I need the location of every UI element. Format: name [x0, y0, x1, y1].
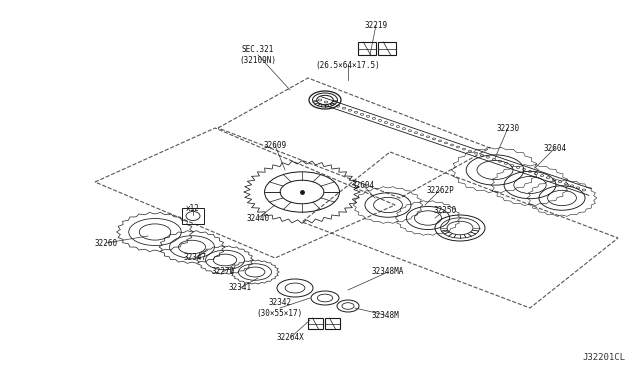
- Text: 32609: 32609: [264, 141, 287, 150]
- Text: 32604: 32604: [351, 180, 374, 189]
- Text: 32341: 32341: [228, 283, 252, 292]
- Text: 32250: 32250: [433, 205, 456, 215]
- Text: 32264X: 32264X: [276, 334, 304, 343]
- Text: 32348M: 32348M: [371, 311, 399, 320]
- Text: x12: x12: [186, 203, 200, 212]
- Text: 32270: 32270: [211, 267, 235, 276]
- Bar: [325, 318, 340, 329]
- Bar: [378, 42, 396, 55]
- Text: J32201CL: J32201CL: [582, 353, 625, 362]
- Text: 32260: 32260: [95, 238, 118, 247]
- Text: SEC.321
(32109N): SEC.321 (32109N): [239, 45, 276, 65]
- Text: 32348MA: 32348MA: [372, 267, 404, 276]
- Bar: [308, 318, 323, 329]
- Text: 32604: 32604: [543, 144, 566, 153]
- Text: 32262P: 32262P: [426, 186, 454, 195]
- Bar: [358, 42, 376, 55]
- Text: 32219: 32219: [364, 20, 388, 29]
- Text: 32440: 32440: [246, 214, 269, 222]
- Text: 32230: 32230: [497, 124, 520, 132]
- Text: 32347: 32347: [184, 253, 207, 263]
- Bar: [182, 208, 204, 224]
- Text: (26.5×64×17.5): (26.5×64×17.5): [316, 61, 380, 70]
- Text: 32342
(30×55×17): 32342 (30×55×17): [257, 298, 303, 318]
